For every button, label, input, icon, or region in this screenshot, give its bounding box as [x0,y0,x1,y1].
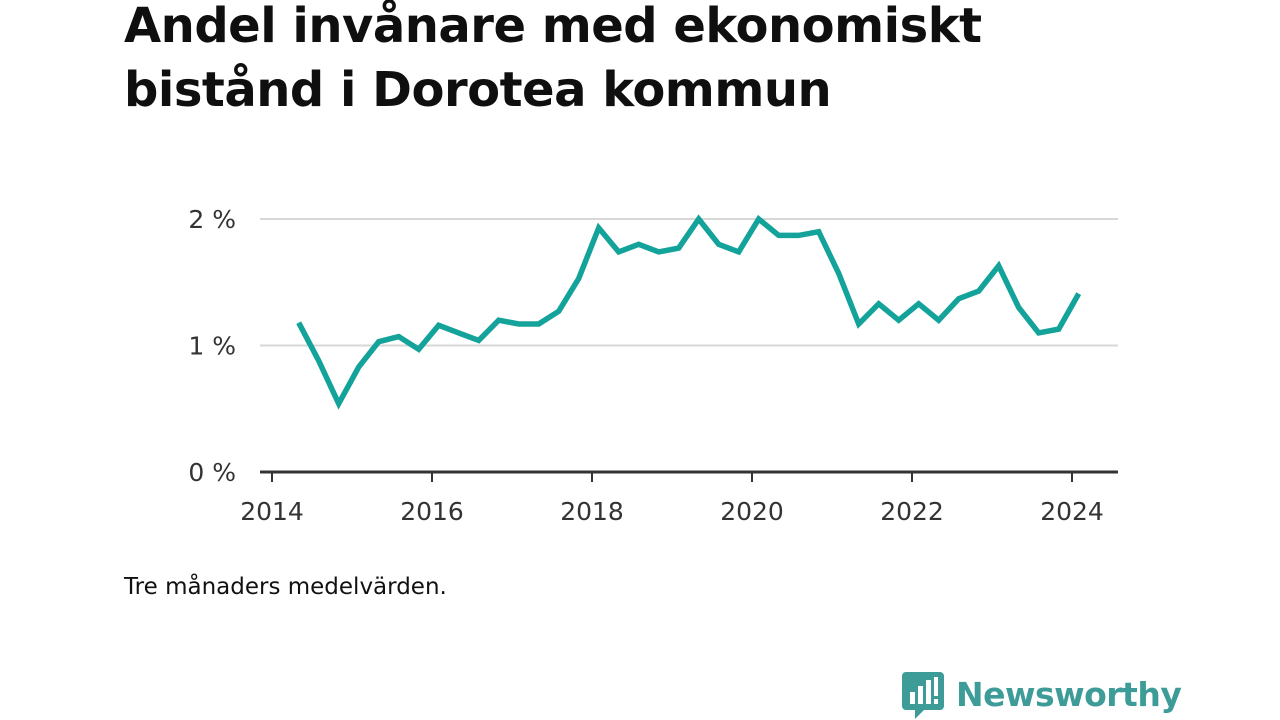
x-tick-label: 2020 [720,497,784,526]
y-tick-label: 0 % [188,458,236,487]
bar-chart-speech-bubble-icon [902,672,944,719]
x-tick-label: 2024 [1040,497,1104,526]
x-tick-label: 2022 [880,497,944,526]
x-tick-label: 2014 [240,497,304,526]
brand-logo[interactable]: Newsworthy [902,670,1182,720]
y-tick-label: 1 % [188,332,236,361]
y-tick-label: 2 % [188,205,236,234]
brand-name: Newsworthy [956,675,1182,714]
x-tick-label: 2016 [400,497,464,526]
y-tick-labels: 0 % 1 % 2 % [188,205,236,487]
series-line [296,214,1082,410]
x-tick-label: 2018 [560,497,624,526]
x-tick-labels: 2014 2016 2018 2020 2022 2024 [240,472,1104,526]
grid-lines [260,218,1118,474]
chart-title: Andel invånare med ekonomiskt bistånd i … [124,0,982,118]
line-chart: 0 % 1 % 2 % 2014 2016 2018 2020 2022 2024 [188,205,1118,526]
chart-note: Tre månaders medelvärden. [124,574,447,600]
series-layer [296,214,1082,410]
